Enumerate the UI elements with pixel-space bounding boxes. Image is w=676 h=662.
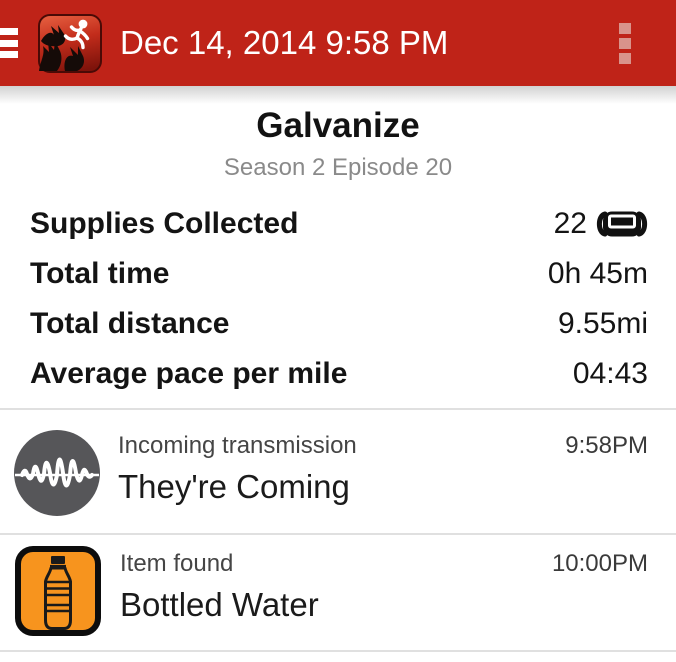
stat-label: Supplies Collected [30,207,299,240]
screen-title: Dec 14, 2014 9:58 PM [120,24,449,61]
event-category: Incoming transmission [118,432,357,459]
app-bar: Dec 14, 2014 9:58 PM [0,0,676,86]
list-item-transmission[interactable]: Incoming transmission They're Coming 9:5… [0,410,676,535]
mission-stats: Supplies Collected 22 Total time 0h 45m … [30,199,648,399]
stat-value: 0h 45m [547,257,648,290]
event-title: Bottled Water [120,586,319,623]
stat-value: 22 [554,207,648,241]
event-time: 9:58PM [565,432,648,459]
stat-value: 9.55mi [557,307,648,340]
appbar-drop-shadow [0,86,676,104]
stat-value: 04:43 [572,357,648,390]
stat-row-total-distance: Total distance 9.55mi [30,299,648,349]
event-time: 10:00PM [551,550,648,577]
divider [0,408,676,410]
event-text: Incoming transmission They're Coming [118,427,565,507]
overflow-menu-icon[interactable] [619,23,631,68]
water-bottle-icon [15,546,101,636]
stat-row-total-time: Total time 0h 45m [30,249,648,299]
stat-row-supplies: Supplies Collected 22 [30,199,648,249]
zombie-hands-graphic [39,25,85,71]
runner-graphic [63,19,90,50]
stat-label: Total time [30,257,170,290]
stat-label: Total distance [30,307,230,340]
event-category: Item found [120,550,234,577]
supplies-count: 22 [553,207,587,240]
supplies-bag-icon [596,211,648,237]
hamburger-menu-icon[interactable] [0,28,18,63]
zombies-run-app-icon[interactable] [38,14,102,73]
mission-subtitle: Season 2 Episode 20 [223,154,453,181]
event-text: Item found Bottled Water [120,545,552,625]
stat-label: Average pace per mile [30,357,348,390]
stat-row-average-pace: Average pace per mile 04:43 [30,349,648,399]
event-title: They're Coming [118,468,350,505]
list-item-item-found[interactable]: Item found Bottled Water 10:00PM [0,535,676,652]
audio-waveform-icon [14,430,100,516]
mission-title: Galvanize [256,106,420,145]
